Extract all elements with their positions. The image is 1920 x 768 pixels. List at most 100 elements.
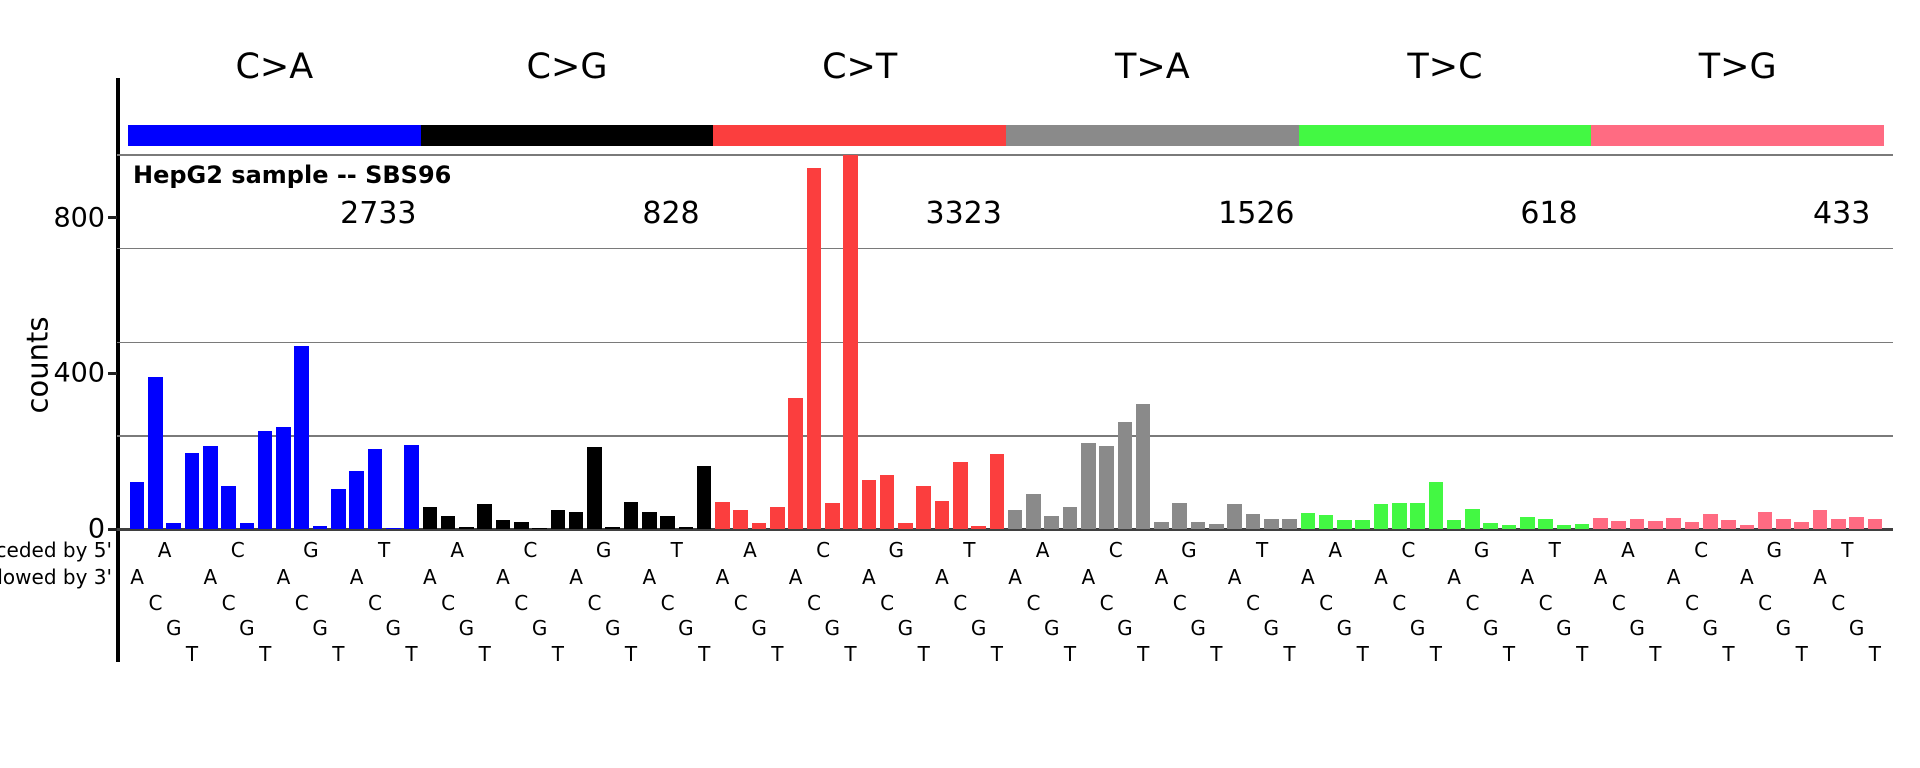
count-bar xyxy=(148,377,163,529)
three-prime-base-letter: C xyxy=(587,590,602,615)
three-prime-base-letter: C xyxy=(1611,590,1626,615)
mutation-type-color-band xyxy=(713,125,1006,146)
count-bar xyxy=(751,523,767,529)
three-prime-base-letter: G xyxy=(1190,616,1206,641)
count-bar xyxy=(550,509,566,529)
three-prime-base-letter: T xyxy=(1502,642,1516,667)
three-prime-base-letter: C xyxy=(367,590,382,615)
three-prime-base-letter: C xyxy=(148,590,163,615)
three-prime-base-letter: T xyxy=(624,642,638,667)
three-prime-base-letter: G xyxy=(385,616,401,641)
y-tick-mark xyxy=(108,527,117,531)
y-gridline xyxy=(117,154,1893,156)
y-axis-spine xyxy=(116,78,120,662)
three-prime-base-letter: C xyxy=(294,590,309,615)
count-bar xyxy=(1648,520,1663,529)
section-total-count: 1526 xyxy=(1218,196,1295,231)
five-prime-base-letter: A xyxy=(1328,538,1343,562)
three-prime-base-letter: T xyxy=(332,642,345,667)
five-prime-base-letter: T xyxy=(1255,538,1269,562)
three-prime-base-letter: G xyxy=(1482,616,1499,641)
three-prime-base-letter: A xyxy=(1008,565,1022,589)
count-bar xyxy=(1245,514,1261,529)
count-bar xyxy=(385,527,401,529)
count-bar xyxy=(824,502,840,529)
preceded-by-5prime-label: ceded by 5' xyxy=(0,538,112,562)
count-bar xyxy=(1538,519,1553,529)
five-prime-base-letter: C xyxy=(1401,538,1416,562)
y-tick-label: 400 xyxy=(53,357,105,389)
five-prime-base-letter: G xyxy=(1766,538,1783,562)
count-bar xyxy=(129,481,145,529)
three-prime-base-letter: A xyxy=(130,565,144,589)
five-prime-base-letter: G xyxy=(595,538,612,562)
count-bar xyxy=(276,427,291,529)
count-bar xyxy=(257,430,273,529)
count-bar xyxy=(221,485,236,529)
five-prime-base-letter: G xyxy=(303,538,319,562)
three-prime-base-letter: C xyxy=(1319,590,1334,615)
three-prime-base-letter: C xyxy=(1026,590,1041,615)
count-bar xyxy=(1702,514,1718,529)
mutation-type-color-band xyxy=(1591,125,1884,146)
three-prime-base-letter: G xyxy=(1775,616,1792,641)
three-prime-base-letter: C xyxy=(1172,590,1187,615)
count-bar xyxy=(166,523,182,529)
mutation-type-header: C>G xyxy=(526,47,608,87)
section-total-count: 828 xyxy=(642,196,700,231)
count-bar xyxy=(513,521,529,529)
count-bar xyxy=(788,397,803,529)
five-prime-base-letter: T xyxy=(670,538,683,562)
five-prime-base-letter: T xyxy=(377,538,391,562)
followed-by-3prime-label: lowed by 3' xyxy=(0,565,112,589)
count-bar xyxy=(440,516,456,529)
count-bar xyxy=(1465,509,1480,529)
count-bar xyxy=(1172,503,1188,529)
count-bar xyxy=(1629,518,1645,529)
count-bar xyxy=(1446,520,1462,529)
three-prime-base-letter: G xyxy=(751,616,767,641)
y-tick-label: 0 xyxy=(87,513,105,545)
count-bar xyxy=(934,500,950,529)
three-prime-base-letter: C xyxy=(1099,590,1114,615)
count-bar xyxy=(1849,516,1864,529)
three-prime-base-letter: G xyxy=(604,616,621,641)
count-bar xyxy=(1044,515,1060,529)
five-prime-base-letter: T xyxy=(1548,538,1561,562)
count-bar xyxy=(1684,521,1700,529)
three-prime-base-letter: G xyxy=(1263,616,1279,641)
count-bar xyxy=(806,168,822,529)
count-bar xyxy=(1081,442,1096,529)
count-bar xyxy=(696,465,712,529)
count-bar xyxy=(1483,522,1499,529)
count-bar xyxy=(1757,511,1773,529)
three-prime-base-letter: A xyxy=(1154,565,1169,589)
three-prime-base-letter: C xyxy=(733,590,748,615)
three-prime-base-letter: G xyxy=(824,616,840,641)
five-prime-base-letter: A xyxy=(1621,538,1635,562)
count-bar xyxy=(623,502,639,529)
count-bar xyxy=(203,445,218,529)
mutation-type-color-band xyxy=(420,125,714,146)
mutation-type-header: C>T xyxy=(822,47,898,87)
three-prime-base-letter: G xyxy=(1117,616,1133,641)
five-prime-base-letter: C xyxy=(523,538,538,562)
count-bar xyxy=(477,504,492,529)
count-bar xyxy=(1867,518,1883,529)
count-bar xyxy=(1611,520,1627,529)
count-bar xyxy=(861,479,877,529)
count-bar xyxy=(1337,519,1352,529)
count-bar xyxy=(843,155,858,529)
three-prime-base-letter: T xyxy=(1137,642,1150,667)
three-prime-base-letter: A xyxy=(1739,565,1754,589)
plot-title: HepG2 sample -- SBS96 xyxy=(133,161,452,189)
mutation-type-color-band xyxy=(128,125,421,146)
count-bar xyxy=(898,522,913,529)
count-bar xyxy=(1391,502,1407,529)
three-prime-base-letter: G xyxy=(312,616,328,641)
three-prime-base-letter: A xyxy=(642,565,657,589)
count-bar xyxy=(879,475,895,529)
y-axis-label: counts xyxy=(20,316,55,414)
count-bar xyxy=(1227,504,1242,529)
three-prime-base-letter: A xyxy=(788,565,803,589)
